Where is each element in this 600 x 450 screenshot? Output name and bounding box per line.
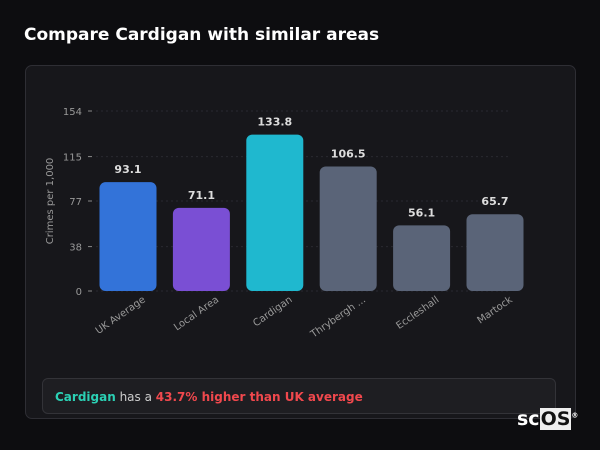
- x-tick-label: Cardigan: [251, 294, 294, 329]
- summary-text: has a: [115, 390, 156, 404]
- y-tick-label: 38: [69, 243, 82, 254]
- page-title: Compare Cardigan with similar areas: [24, 25, 380, 45]
- bar-local-area: [172, 207, 230, 291]
- bar-eccleshall: [393, 225, 451, 291]
- x-tick-label: Thrybergh ...: [308, 294, 368, 340]
- x-tick-label: Eccleshall: [394, 294, 441, 331]
- x-tick-label: Martock: [475, 294, 514, 326]
- x-tick-label: Local Area: [172, 294, 221, 333]
- value-label: 65.7: [481, 195, 508, 208]
- y-tick-label: 0: [76, 287, 82, 298]
- bar-cardigan: [246, 134, 304, 291]
- bar-thrybergh-: [319, 166, 377, 291]
- y-tick-label: 77: [69, 197, 82, 208]
- value-label: 93.1: [114, 163, 141, 176]
- y-tick-label: 154: [63, 107, 82, 118]
- bar-uk-average: [99, 182, 157, 291]
- bar-martock: [466, 214, 524, 291]
- value-label: 106.5: [331, 148, 366, 161]
- summary-highlight: 43.7% higher than UK average: [155, 390, 363, 404]
- value-label: 56.1: [408, 206, 435, 219]
- value-label: 71.1: [188, 189, 215, 202]
- value-label: 133.8: [257, 116, 292, 129]
- summary-box: Cardigan has a 43.7% higher than UK aver…: [42, 378, 556, 414]
- y-axis-label: Crimes per 1,000: [45, 158, 56, 245]
- x-tick-label: UK Average: [94, 294, 148, 336]
- y-tick-label: 115: [63, 153, 82, 164]
- scos-logo: scOS®: [517, 408, 579, 430]
- summary-area: Cardigan: [55, 390, 116, 404]
- bar-chart: 0 38 77 115 154 Crimes per 1,000 93.1 UK Averag…: [45, 107, 524, 341]
- chart-panel: 0 38 77 115 154 Crimes per 1,000 93.1 UK Averag…: [25, 65, 576, 419]
